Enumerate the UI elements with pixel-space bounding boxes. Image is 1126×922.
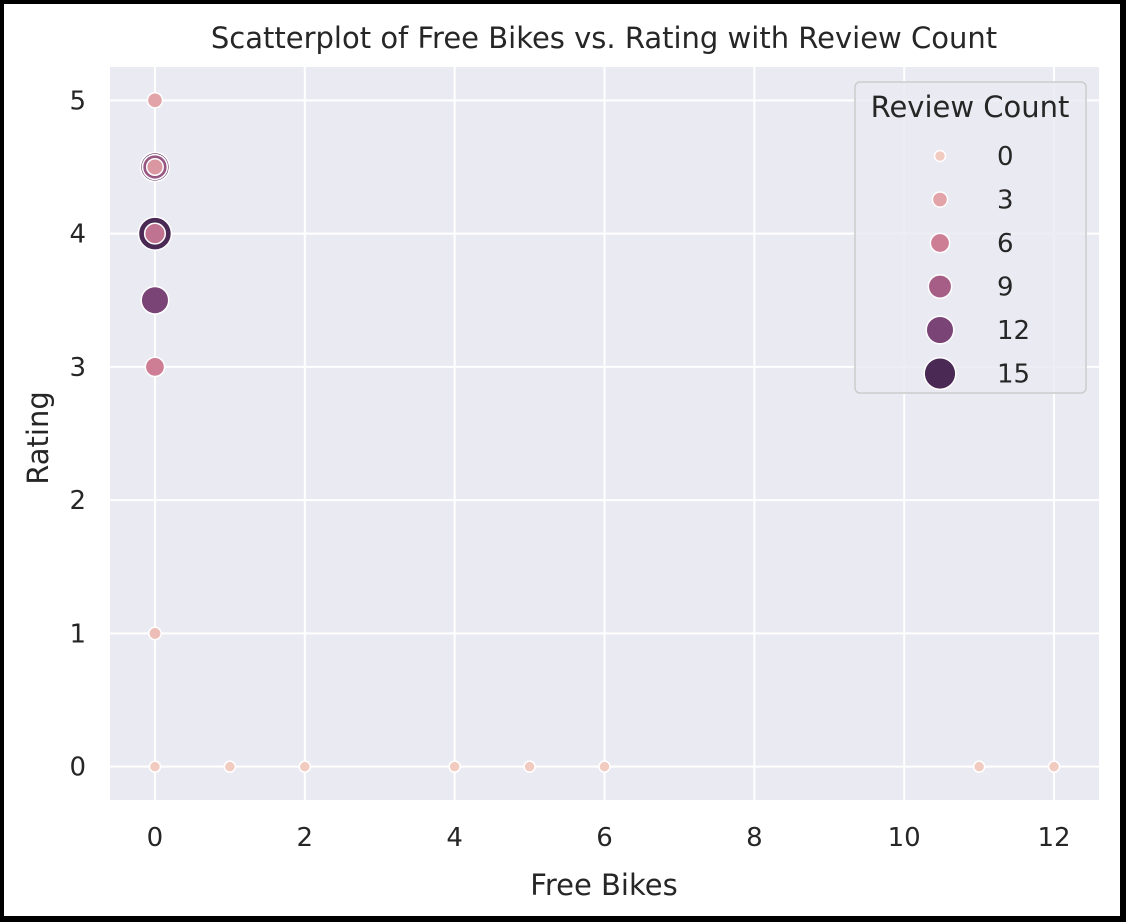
- x-tick-label: 10: [888, 823, 921, 853]
- data-point: [144, 356, 166, 378]
- legend-box: [854, 81, 1087, 394]
- data-point: [523, 760, 536, 773]
- x-tick-label: 8: [746, 823, 763, 853]
- data-point: [1047, 760, 1061, 773]
- data-point: [143, 222, 167, 245]
- y-tick-label: 5: [69, 86, 86, 116]
- legend-label: 15: [997, 360, 1030, 390]
- x-tick-label: 6: [596, 823, 613, 853]
- y-tick-label: 2: [69, 486, 86, 516]
- figure-frame: Scatterplot of Free Bikes vs. Rating wit…: [4, 4, 1120, 916]
- data-point: [148, 626, 162, 641]
- x-axis-label: Free Bikes: [530, 868, 677, 902]
- legend-marker: [923, 356, 957, 391]
- x-tick-label: 12: [1037, 823, 1070, 853]
- legend-title: Review Count: [871, 90, 1070, 124]
- legend-label: 6: [997, 229, 1014, 259]
- legend-label: 12: [997, 316, 1030, 346]
- y-tick-label: 1: [69, 619, 86, 649]
- legend-marker: [925, 315, 955, 345]
- legend-label: 3: [997, 186, 1014, 216]
- legend-marker: [927, 274, 953, 299]
- data-point: [972, 760, 986, 773]
- x-tick-label: 0: [147, 823, 164, 853]
- data-point: [448, 760, 461, 773]
- y-tick-label: 3: [69, 353, 86, 383]
- x-tick-label: 4: [446, 823, 463, 853]
- data-point: [140, 285, 170, 315]
- y-tick-label: 4: [69, 220, 86, 250]
- legend-label: 9: [997, 273, 1014, 303]
- data-points: [137, 92, 1061, 773]
- data-point: [146, 92, 164, 109]
- x-tick-label: 2: [297, 823, 314, 853]
- legend-marker: [929, 232, 951, 254]
- y-tick-label: 0: [69, 753, 86, 783]
- legend-entries: 0 3 6 9 12 15: [923, 142, 1030, 391]
- y-axis-label: Rating: [21, 391, 55, 485]
- data-point: [148, 760, 162, 773]
- data-point: [145, 157, 164, 176]
- data-point: [298, 760, 312, 773]
- data-point: [598, 760, 611, 773]
- chart-title: Scatterplot of Free Bikes vs. Rating wit…: [211, 21, 997, 55]
- legend: Review Count 0 3 6 9 12 15: [854, 81, 1087, 394]
- legend-marker: [933, 149, 947, 163]
- data-point: [223, 760, 237, 773]
- legend-label: 0: [997, 142, 1014, 172]
- scatter-chart: Scatterplot of Free Bikes vs. Rating wit…: [21, 21, 1099, 902]
- legend-marker: [931, 191, 949, 208]
